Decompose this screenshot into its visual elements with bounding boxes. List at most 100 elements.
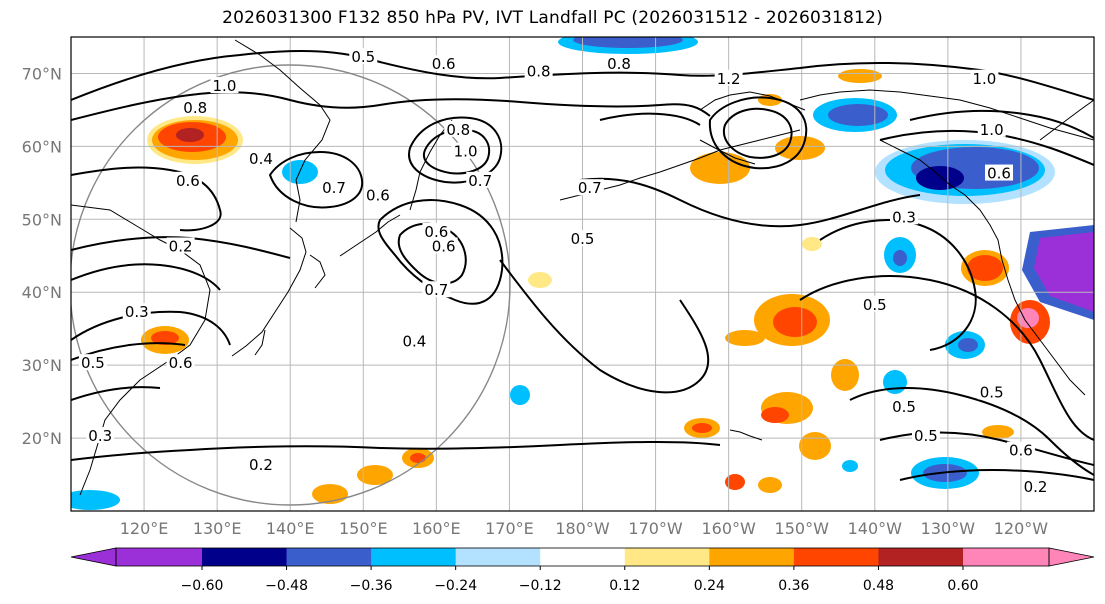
contour-label-bg (714, 69, 743, 86)
lat-label: 50°N (22, 210, 62, 229)
contour-label-bg (466, 171, 495, 188)
contour-label-bg (166, 237, 195, 254)
contour-label: 0.3 (125, 303, 149, 321)
lon-label: 120°W (994, 519, 1049, 538)
contour-label-bg (363, 186, 392, 203)
colorbar-segment (624, 548, 710, 566)
colorbar-tick-label: −0.12 (519, 578, 562, 594)
contour-label-bg (349, 47, 378, 64)
contour-label: 0.4 (403, 332, 427, 350)
contour-label: 0.5 (863, 296, 887, 314)
colorbar-segment (709, 548, 795, 566)
colorbar-segment (116, 548, 202, 566)
contour-label: 0.5 (914, 427, 938, 445)
coastlines (71, 39, 1094, 496)
contour-label-bg (429, 55, 458, 72)
lat-label: 20°N (22, 429, 62, 448)
contour-label: 0.5 (571, 230, 595, 248)
contour-label: 0.8 (183, 99, 207, 117)
contour-label: 0.2 (169, 237, 193, 255)
contour-label: 1.0 (213, 77, 237, 95)
contour-label: 0.5 (351, 48, 375, 66)
colorbar-tick-label: 0.48 (863, 578, 894, 594)
colorbar-tick-label: −0.36 (350, 578, 393, 594)
contour-label: 0.3 (892, 208, 916, 226)
lon-label: 170°W (628, 519, 683, 538)
contour-label: 0.6 (176, 172, 200, 190)
lon-label: 160°W (701, 519, 756, 538)
contour-label-bg (568, 230, 597, 247)
colorbar-segment (878, 548, 964, 566)
colorbar-segment (286, 548, 372, 566)
lon-label: 140°W (848, 519, 903, 538)
contour-label: 0.6 (432, 55, 456, 73)
colorbar-extend-high (1048, 547, 1095, 567)
lon-label: 150°E (339, 519, 388, 538)
lon-label: 150°W (775, 519, 830, 538)
contour-label: 0.5 (892, 398, 916, 416)
latitude-labels: 70°N 60°N 50°N 40°N 30°N 20°N (22, 64, 62, 448)
contour-label: 0.6 (1009, 442, 1033, 460)
contour-label-bg (890, 208, 919, 225)
lon-label: 130°W (921, 519, 976, 538)
colorbar-tick-label: −0.24 (434, 578, 477, 594)
contour-label: 0.7 (468, 172, 492, 190)
contour-label-bg (246, 149, 275, 166)
contour-label-bg (122, 303, 151, 320)
contour-label: 0.8 (607, 55, 631, 73)
figure-title: 2026031300 F132 850 hPa PV, IVT Landfall… (222, 8, 883, 28)
lon-label: 160°E (412, 519, 461, 538)
contour-label-bg (210, 77, 239, 94)
contour-label: 0.7 (424, 281, 448, 299)
contour-label-bg (451, 142, 480, 159)
contour-label: 0.6 (169, 354, 193, 372)
contour-label-bg (444, 120, 473, 137)
contour-label-bg (429, 237, 458, 254)
contour-label-bg (78, 354, 107, 371)
colorbar-tick-label: 0.36 (778, 578, 809, 594)
colorbar-tick-label: 0.24 (694, 578, 725, 594)
colorbar-segment (202, 548, 288, 566)
contour-label-bg (1021, 478, 1050, 495)
lat-label: 40°N (22, 283, 62, 302)
contour-label-bg (246, 456, 275, 473)
contour-label-bg (422, 222, 451, 239)
colorbar-segment (455, 548, 541, 566)
colorbar-tick-label: −0.48 (265, 578, 308, 594)
contour-label: 1.2 (717, 70, 741, 88)
lon-label: 140°E (266, 519, 315, 538)
contour-label: 0.2 (1024, 478, 1048, 496)
contour-label-bg (977, 120, 1006, 137)
contour-label-bg (173, 171, 202, 188)
colorbar-tick-label: 0.60 (947, 578, 978, 594)
contour-label: 0.6 (432, 237, 456, 255)
contour-label: 1.0 (980, 121, 1004, 139)
contour-label-bg (524, 62, 553, 79)
contour-label: 0.7 (578, 179, 602, 197)
contour-label-bg (860, 295, 889, 312)
map-frame (70, 36, 1095, 512)
colorbar: −0.60 −0.48 −0.36 −0.24 −0.12 0.12 0.24 0.36 0.4… (70, 547, 1095, 594)
contour-label-bg (1006, 441, 1035, 458)
pv-contours (71, 50, 1094, 481)
colorbar-segment (793, 548, 879, 566)
contour-label-bg (970, 69, 999, 86)
colorbar-segment (540, 548, 626, 566)
lat-label: 30°N (22, 356, 62, 375)
lon-label: 170°E (485, 519, 534, 538)
lat-label: 70°N (22, 64, 62, 83)
graticule (71, 37, 1094, 511)
contour-label-bg (86, 427, 115, 444)
contour-label-bg (890, 397, 919, 414)
contour-label-bg (911, 427, 940, 444)
ivt-pc-shading (71, 37, 1094, 510)
lon-label: 120°E (120, 519, 169, 538)
colorbar-extend-low-tip (70, 547, 117, 567)
colorbar-tick-label: 0.12 (609, 578, 640, 594)
lon-label: 180°W (555, 519, 610, 538)
contour-label-bg (977, 383, 1006, 400)
contour-label-bg (575, 179, 604, 196)
contour-label: 0.4 (249, 150, 273, 168)
contour-label: 0.6 (424, 223, 448, 241)
